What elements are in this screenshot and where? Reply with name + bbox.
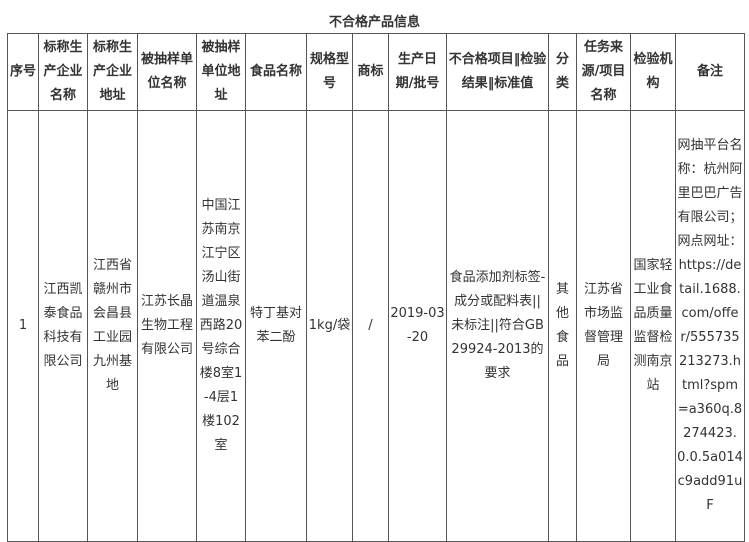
cell-spec: 1kg/袋	[306, 110, 353, 542]
cell-category: 其他食品	[548, 110, 577, 542]
header-cell: 备注	[675, 33, 745, 111]
header-cell: 检验机构	[630, 33, 676, 111]
page-title: 不合格产品信息	[328, 15, 420, 30]
cell-manufacturer-address: 江西省赣州市会昌县工业园九州基地	[87, 110, 138, 542]
header-cell: 食品名称	[245, 33, 307, 111]
unqualified-products-table: 序号 标称生产企业名称 标称生产企业地址 被抽样单位名称 被抽样单位地址 食品名…	[7, 33, 745, 542]
header-cell: 标称生产企业名称	[38, 33, 88, 111]
header-cell: 规格型号	[306, 33, 353, 111]
header-cell: 序号	[7, 33, 39, 111]
cell-trademark: /	[352, 110, 389, 542]
cell-task-source: 江苏省市场监督管理局	[576, 110, 631, 542]
header-cell: 被抽样单位地址	[196, 33, 246, 111]
cell-index: 1	[7, 110, 39, 542]
header-cell: 生产日期/批号	[388, 33, 447, 111]
header-cell: 分类	[548, 33, 577, 111]
header-cell: 任务来源/项目名称	[576, 33, 631, 111]
header-cell: 标称生产企业地址	[87, 33, 138, 111]
header-cell: 被抽样单位名称	[137, 33, 197, 111]
header-cell: 商标	[352, 33, 389, 111]
cell-manufacturer: 江西凯泰食品科技有限公司	[38, 110, 88, 542]
cell-food-name: 特丁基对苯二酚	[245, 110, 307, 542]
cell-production-date: 2019-03-20	[388, 110, 447, 542]
cell-remarks: 网抽平台名称：杭州阿里巴巴广告有限公司；网点网址：https://detail.…	[675, 110, 745, 542]
cell-sampled-unit: 江苏长晶生物工程有限公司	[137, 110, 197, 542]
cell-inspection-agency: 国家轻工业食品质量监督检测南京站	[630, 110, 676, 542]
table-row: 1 江西凯泰食品科技有限公司 江西省赣州市会昌县工业园九州基地 江苏长晶生物工程…	[7, 110, 745, 542]
cell-failed-item: 食品添加剂标签-成分或配料表||未标注||符合GB29924-2013的要求	[446, 110, 549, 542]
header-row: 序号 标称生产企业名称 标称生产企业地址 被抽样单位名称 被抽样单位地址 食品名…	[7, 33, 745, 111]
cell-sampled-address: 中国江苏南京江宁区汤山街道温泉西路20号综合楼8室1-4层1楼102室	[196, 110, 246, 542]
header-cell: 不合格项目‖检验结果‖标准值	[446, 33, 549, 111]
